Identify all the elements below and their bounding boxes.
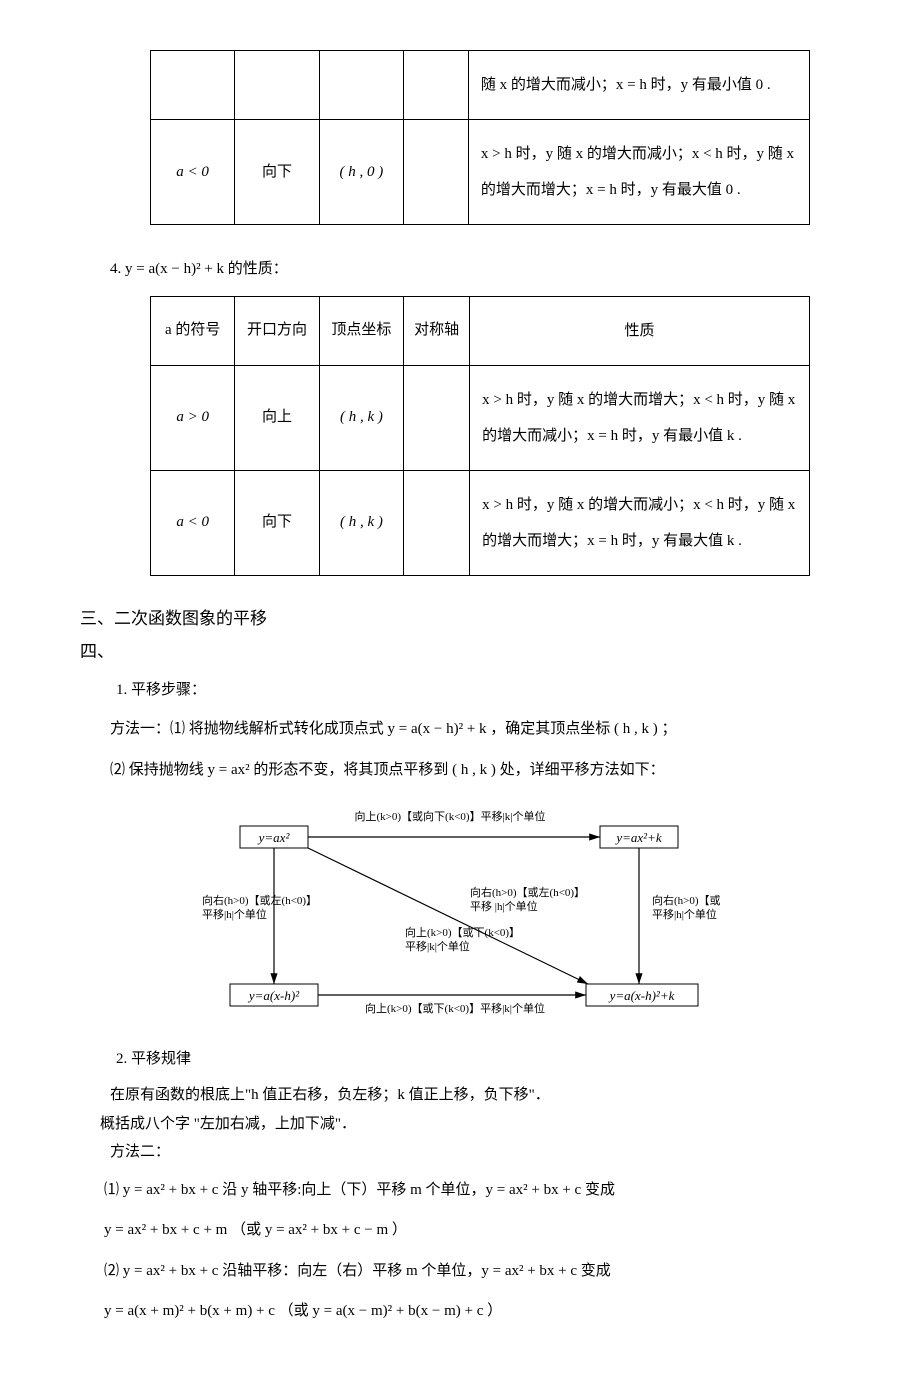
t2-r0-sign: a > 0 <box>151 365 235 470</box>
box-br: y=a(x-h)²+k <box>608 988 675 1003</box>
heading-san: 三、二次函数图象的平移 <box>80 606 810 632</box>
label-midR-1: 向右(h>0)【或左(h<0)】 <box>470 885 585 899</box>
label-top: 向上(k>0)【或向下(k<0)】平移|k|个单位 <box>355 809 546 823</box>
m2-2b: y = a(x + m)² + b(x + m) + c （或 y = a(x … <box>104 1297 810 1326</box>
t1-r1-axis <box>403 120 468 225</box>
t2-h-sign: a 的符号 <box>151 296 235 365</box>
t2-r0-vertex: ( h , k ) <box>319 365 403 470</box>
label-left-2: 平移|h|个单位 <box>202 907 267 921</box>
t2-r1-axis <box>404 470 470 575</box>
rule-line1: 在原有函数的根底上"h 值正右移，负左移；k 值正上移，负下移"． <box>110 1084 810 1107</box>
t2-r1-dir: 向下 <box>235 470 319 575</box>
rule-title: 2. 平移规律 <box>116 1048 810 1071</box>
label-right-2: 平移|h|个单位 <box>652 907 717 921</box>
box-tr: y=ax²+k <box>614 830 661 845</box>
label-midU-2: 平移|k|个单位 <box>405 939 470 953</box>
t2-r0-axis <box>404 365 470 470</box>
heading-si: 四、 <box>80 639 810 665</box>
label-left-1: 向右(h>0)【或左(h<0)】 <box>202 893 317 907</box>
t2-h-vertex: 顶点坐标 <box>319 296 403 365</box>
t1-r0-axis <box>403 51 468 120</box>
label-midR-2: 平移 |h|个单位 <box>470 899 538 913</box>
properties-table-1: 随 x 的增大而减小；x = h 时，y 有最小值 0 . a < 0 向下 (… <box>150 50 810 225</box>
t1-r0-vertex <box>319 51 403 120</box>
method1-line2: ⑵ 保持抛物线 y = ax² 的形态不变，将其顶点平移到 ( h , k ) … <box>110 756 810 785</box>
t2-r1-prop: x > h 时，y 随 x 的增大而减小；x < h 时，y 随 x 的增大而增… <box>470 470 810 575</box>
t2-h-axis: 对称轴 <box>404 296 470 365</box>
t2-h-prop: 性质 <box>470 296 810 365</box>
t1-r1-sign: a < 0 <box>151 120 235 225</box>
label-right-1: 向右(h>0)【或左(h<0)】 <box>652 893 720 907</box>
box-tl: y=ax² <box>257 830 291 845</box>
t1-r1-dir: 向下 <box>235 120 320 225</box>
t1-r0-sign <box>151 51 235 120</box>
t1-r1-vertex: ( h , 0 ) <box>319 120 403 225</box>
m2-2: ⑵ y = ax² + bx + c 沿轴平移：向左（右）平移 m 个单位，y … <box>104 1257 810 1286</box>
section-4-title: 4. y = a(x − h)² + k 的性质： <box>110 255 810 284</box>
box-bl: y=a(x-h)² <box>247 988 300 1003</box>
t2-r1-sign: a < 0 <box>151 470 235 575</box>
t1-r1-prop: x > h 时，y 随 x 的增大而减小；x < h 时，y 随 x 的增大而增… <box>468 120 809 225</box>
step-title: 1. 平移步骤： <box>116 679 810 702</box>
t2-r1-vertex: ( h , k ) <box>319 470 403 575</box>
t2-h-dir: 开口方向 <box>235 296 319 365</box>
translation-diagram: y=ax² y=ax²+k y=a(x-h)² y=a(x-h)²+k 向上(k… <box>200 796 720 1034</box>
t1-r0-prop: 随 x 的增大而减小；x = h 时，y 有最小值 0 . <box>468 51 809 120</box>
m2-1: ⑴ y = ax² + bx + c 沿 y 轴平移:向上（下）平移 m 个单位… <box>104 1176 810 1205</box>
m2-1b: y = ax² + bx + c + m （或 y = ax² + bx + c… <box>104 1216 810 1245</box>
t2-r0-dir: 向上 <box>235 365 319 470</box>
t2-r0-prop: x > h 时，y 随 x 的增大而增大；x < h 时，y 随 x 的增大而减… <box>470 365 810 470</box>
t1-r0-dir <box>235 51 320 120</box>
label-bottom: 向上(k>0)【或下(k<0)】平移|k|个单位 <box>365 1001 545 1015</box>
method1-line1: 方法一：⑴ 将抛物线解析式转化成顶点式 y = a(x − h)² + k ，确… <box>110 715 810 744</box>
method2-title: 方法二： <box>110 1141 810 1164</box>
rule-line2: 概括成八个字 "左加右减，上加下减"． <box>100 1113 810 1136</box>
label-midU-1: 向上(k>0)【或下(k<0)】 <box>405 925 520 939</box>
properties-table-2: a 的符号 开口方向 顶点坐标 对称轴 性质 a > 0 向上 ( h , k … <box>150 296 810 576</box>
